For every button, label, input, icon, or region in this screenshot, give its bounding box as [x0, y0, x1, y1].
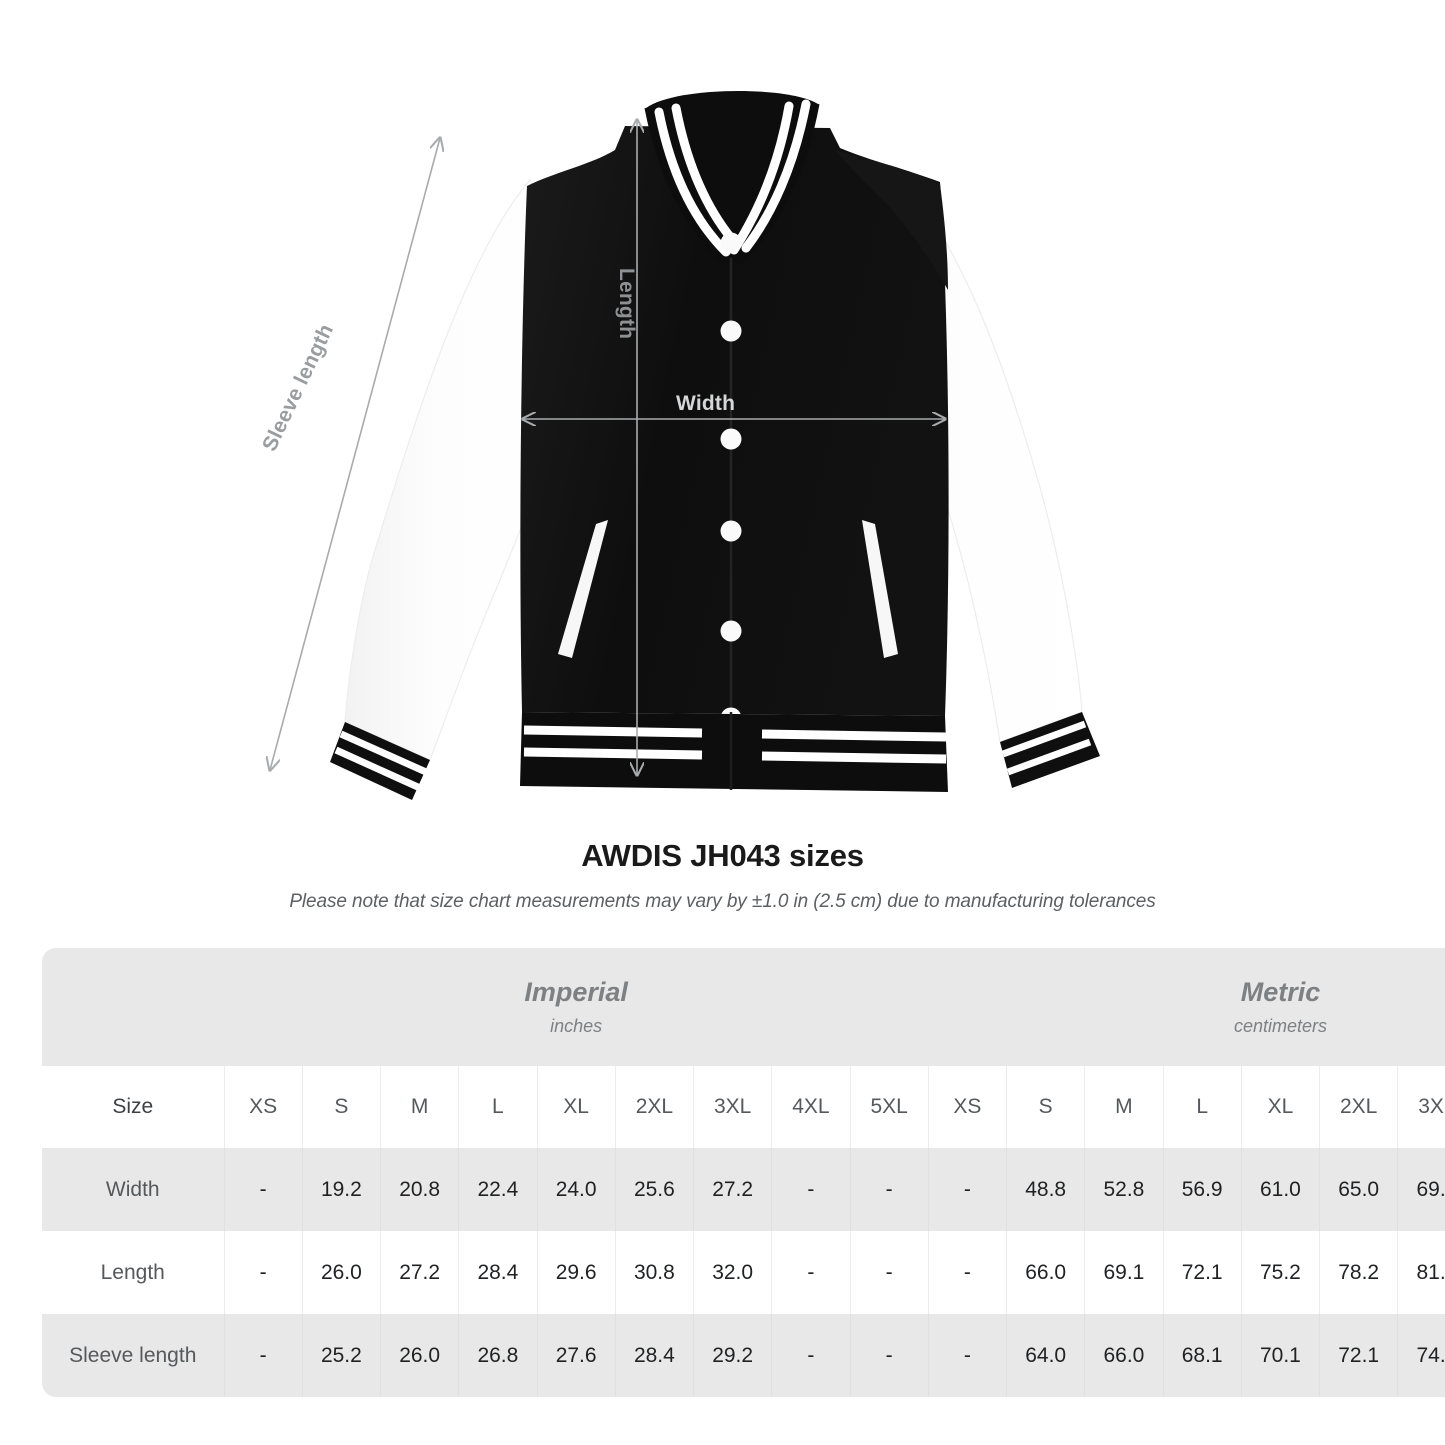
cell-length-metric-3xl: 81.3	[1397, 1231, 1445, 1314]
jacket-drawing	[0, 90, 1100, 800]
size-header-imperial-4xl: 4XL	[771, 1066, 851, 1148]
sleeve-length-arrow	[270, 138, 440, 770]
cell-width-metric-m: 52.8	[1084, 1148, 1164, 1231]
cell-length-imperial-m: 27.2	[380, 1231, 460, 1314]
row-label-length: Length	[42, 1231, 225, 1314]
cell-sleeve-metric-s: 64.0	[1006, 1314, 1086, 1397]
size-header-row: Size XS S M L XL 2XL 3XL 4XL 5XL XS S M …	[42, 1066, 1445, 1148]
cell-length-imperial-4xl: -	[771, 1231, 851, 1314]
unit-imperial-sub: inches	[550, 1015, 603, 1036]
table-row: Sleeve length - 25.2 26.0 26.8 27.6 28.4…	[42, 1314, 1445, 1397]
size-header-imperial-3xl: 3XL	[693, 1066, 773, 1148]
cell-sleeve-imperial-xl: 27.6	[537, 1314, 616, 1397]
cell-length-metric-s: 66.0	[1006, 1231, 1086, 1314]
cell-sleeve-imperial-5xl: -	[850, 1314, 929, 1397]
size-table-container: Imperial inches Metric centimeters Size …	[42, 948, 1445, 1397]
unit-metric-sub: centimeters	[1233, 1015, 1327, 1036]
cell-sleeve-imperial-s: 25.2	[302, 1314, 382, 1397]
cell-sleeve-imperial-4xl: -	[771, 1314, 851, 1397]
size-header-imperial-l: L	[458, 1066, 538, 1148]
unit-metric: Metric centimeters	[928, 948, 1445, 1066]
tolerance-note: Please note that size chart measurements…	[289, 891, 1156, 912]
cell-width-imperial-4xl: -	[771, 1148, 851, 1231]
cell-width-imperial-2xl: 25.6	[615, 1148, 695, 1231]
cell-sleeve-metric-m: 66.0	[1084, 1314, 1164, 1397]
table-row: Width - 19.2 20.8 22.4 24.0 25.6 27.2 - …	[42, 1148, 1445, 1231]
cell-width-imperial-3xl: 27.2	[693, 1148, 773, 1231]
size-header-metric-m: M	[1084, 1066, 1164, 1148]
size-header-imperial-2xl: 2XL	[615, 1066, 695, 1148]
size-header-metric-s: S	[1006, 1066, 1086, 1148]
cell-sleeve-imperial-xs: -	[224, 1314, 303, 1397]
cell-width-metric-l: 56.9	[1163, 1148, 1242, 1231]
table-row: Length - 26.0 27.2 28.4 29.6 30.8 32.0 -…	[42, 1231, 1445, 1314]
cell-length-metric-xl: 75.2	[1241, 1231, 1321, 1314]
cell-length-imperial-s: 26.0	[302, 1231, 382, 1314]
size-header-metric-xl: XL	[1241, 1066, 1321, 1148]
cell-length-metric-2xl: 78.2	[1319, 1231, 1399, 1314]
unit-metric-name: Metric	[1240, 977, 1321, 1008]
cell-sleeve-metric-2xl: 72.1	[1319, 1314, 1399, 1397]
cell-sleeve-metric-xl: 70.1	[1241, 1314, 1321, 1397]
width-label: Width	[676, 392, 736, 415]
cell-width-imperial-s: 19.2	[302, 1148, 382, 1231]
size-header-imperial-s: S	[302, 1066, 382, 1148]
cell-sleeve-metric-l: 68.1	[1163, 1314, 1242, 1397]
size-header-metric-l: L	[1163, 1066, 1242, 1148]
welt-pockets	[558, 520, 898, 658]
cell-width-metric-xs: -	[928, 1148, 1008, 1231]
cell-width-metric-2xl: 65.0	[1319, 1148, 1399, 1231]
cell-length-imperial-xl: 29.6	[537, 1231, 616, 1314]
row-label-width: Width	[42, 1148, 225, 1231]
cell-sleeve-metric-xs: -	[928, 1314, 1008, 1397]
cell-length-imperial-2xl: 30.8	[615, 1231, 695, 1314]
size-header-metric-2xl: 2XL	[1319, 1066, 1399, 1148]
cell-width-imperial-xl: 24.0	[537, 1148, 616, 1231]
cell-width-imperial-l: 22.4	[458, 1148, 538, 1231]
cell-sleeve-imperial-m: 26.0	[380, 1314, 460, 1397]
cell-sleeve-metric-3xl: 74.2	[1397, 1314, 1445, 1397]
cell-length-imperial-xs: -	[224, 1231, 303, 1314]
size-header-imperial-5xl: 5XL	[850, 1066, 929, 1148]
cell-length-metric-l: 72.1	[1163, 1231, 1242, 1314]
right-cuff	[1000, 712, 1100, 788]
size-header-metric-3xl: 3XL	[1397, 1066, 1445, 1148]
cell-length-imperial-5xl: -	[850, 1231, 929, 1314]
cell-length-metric-xs: -	[928, 1231, 1008, 1314]
unit-imperial-name: Imperial	[524, 977, 628, 1008]
cell-width-imperial-m: 20.8	[380, 1148, 460, 1231]
unit-banner-row: Imperial inches Metric centimeters	[42, 948, 1445, 1066]
cell-sleeve-imperial-2xl: 28.4	[615, 1314, 695, 1397]
jacket-illustration: Sleeve length Length Width	[0, 90, 1100, 800]
cell-width-metric-xl: 61.0	[1241, 1148, 1321, 1231]
unit-imperial: Imperial inches	[224, 948, 929, 1066]
row-label-sleeve-length: Sleeve length	[42, 1314, 225, 1397]
size-header-label: Size	[42, 1066, 225, 1148]
cell-width-imperial-xs: -	[224, 1148, 303, 1231]
cell-width-metric-3xl: 69.1	[1397, 1148, 1445, 1231]
cell-length-imperial-l: 28.4	[458, 1231, 538, 1314]
size-header-imperial-xs: XS	[224, 1066, 303, 1148]
cell-length-metric-m: 69.1	[1084, 1231, 1164, 1314]
cell-sleeve-imperial-3xl: 29.2	[693, 1314, 773, 1397]
page-title: AWDIS JH043 sizes	[581, 838, 864, 873]
size-table: Imperial inches Metric centimeters Size …	[42, 948, 1445, 1397]
cell-length-imperial-3xl: 32.0	[693, 1231, 773, 1314]
size-header-imperial-m: M	[380, 1066, 460, 1148]
title-block: AWDIS JH043 sizes Please note that size …	[0, 838, 1445, 913]
cell-width-imperial-5xl: -	[850, 1148, 929, 1231]
cell-sleeve-imperial-l: 26.8	[458, 1314, 538, 1397]
size-header-metric-xs: XS	[928, 1066, 1008, 1148]
cell-width-metric-s: 48.8	[1006, 1148, 1086, 1231]
unit-spacer	[42, 948, 224, 1066]
size-header-imperial-xl: XL	[537, 1066, 616, 1148]
length-label: Length	[615, 268, 638, 340]
collar	[644, 90, 820, 264]
hem-band	[520, 712, 948, 792]
